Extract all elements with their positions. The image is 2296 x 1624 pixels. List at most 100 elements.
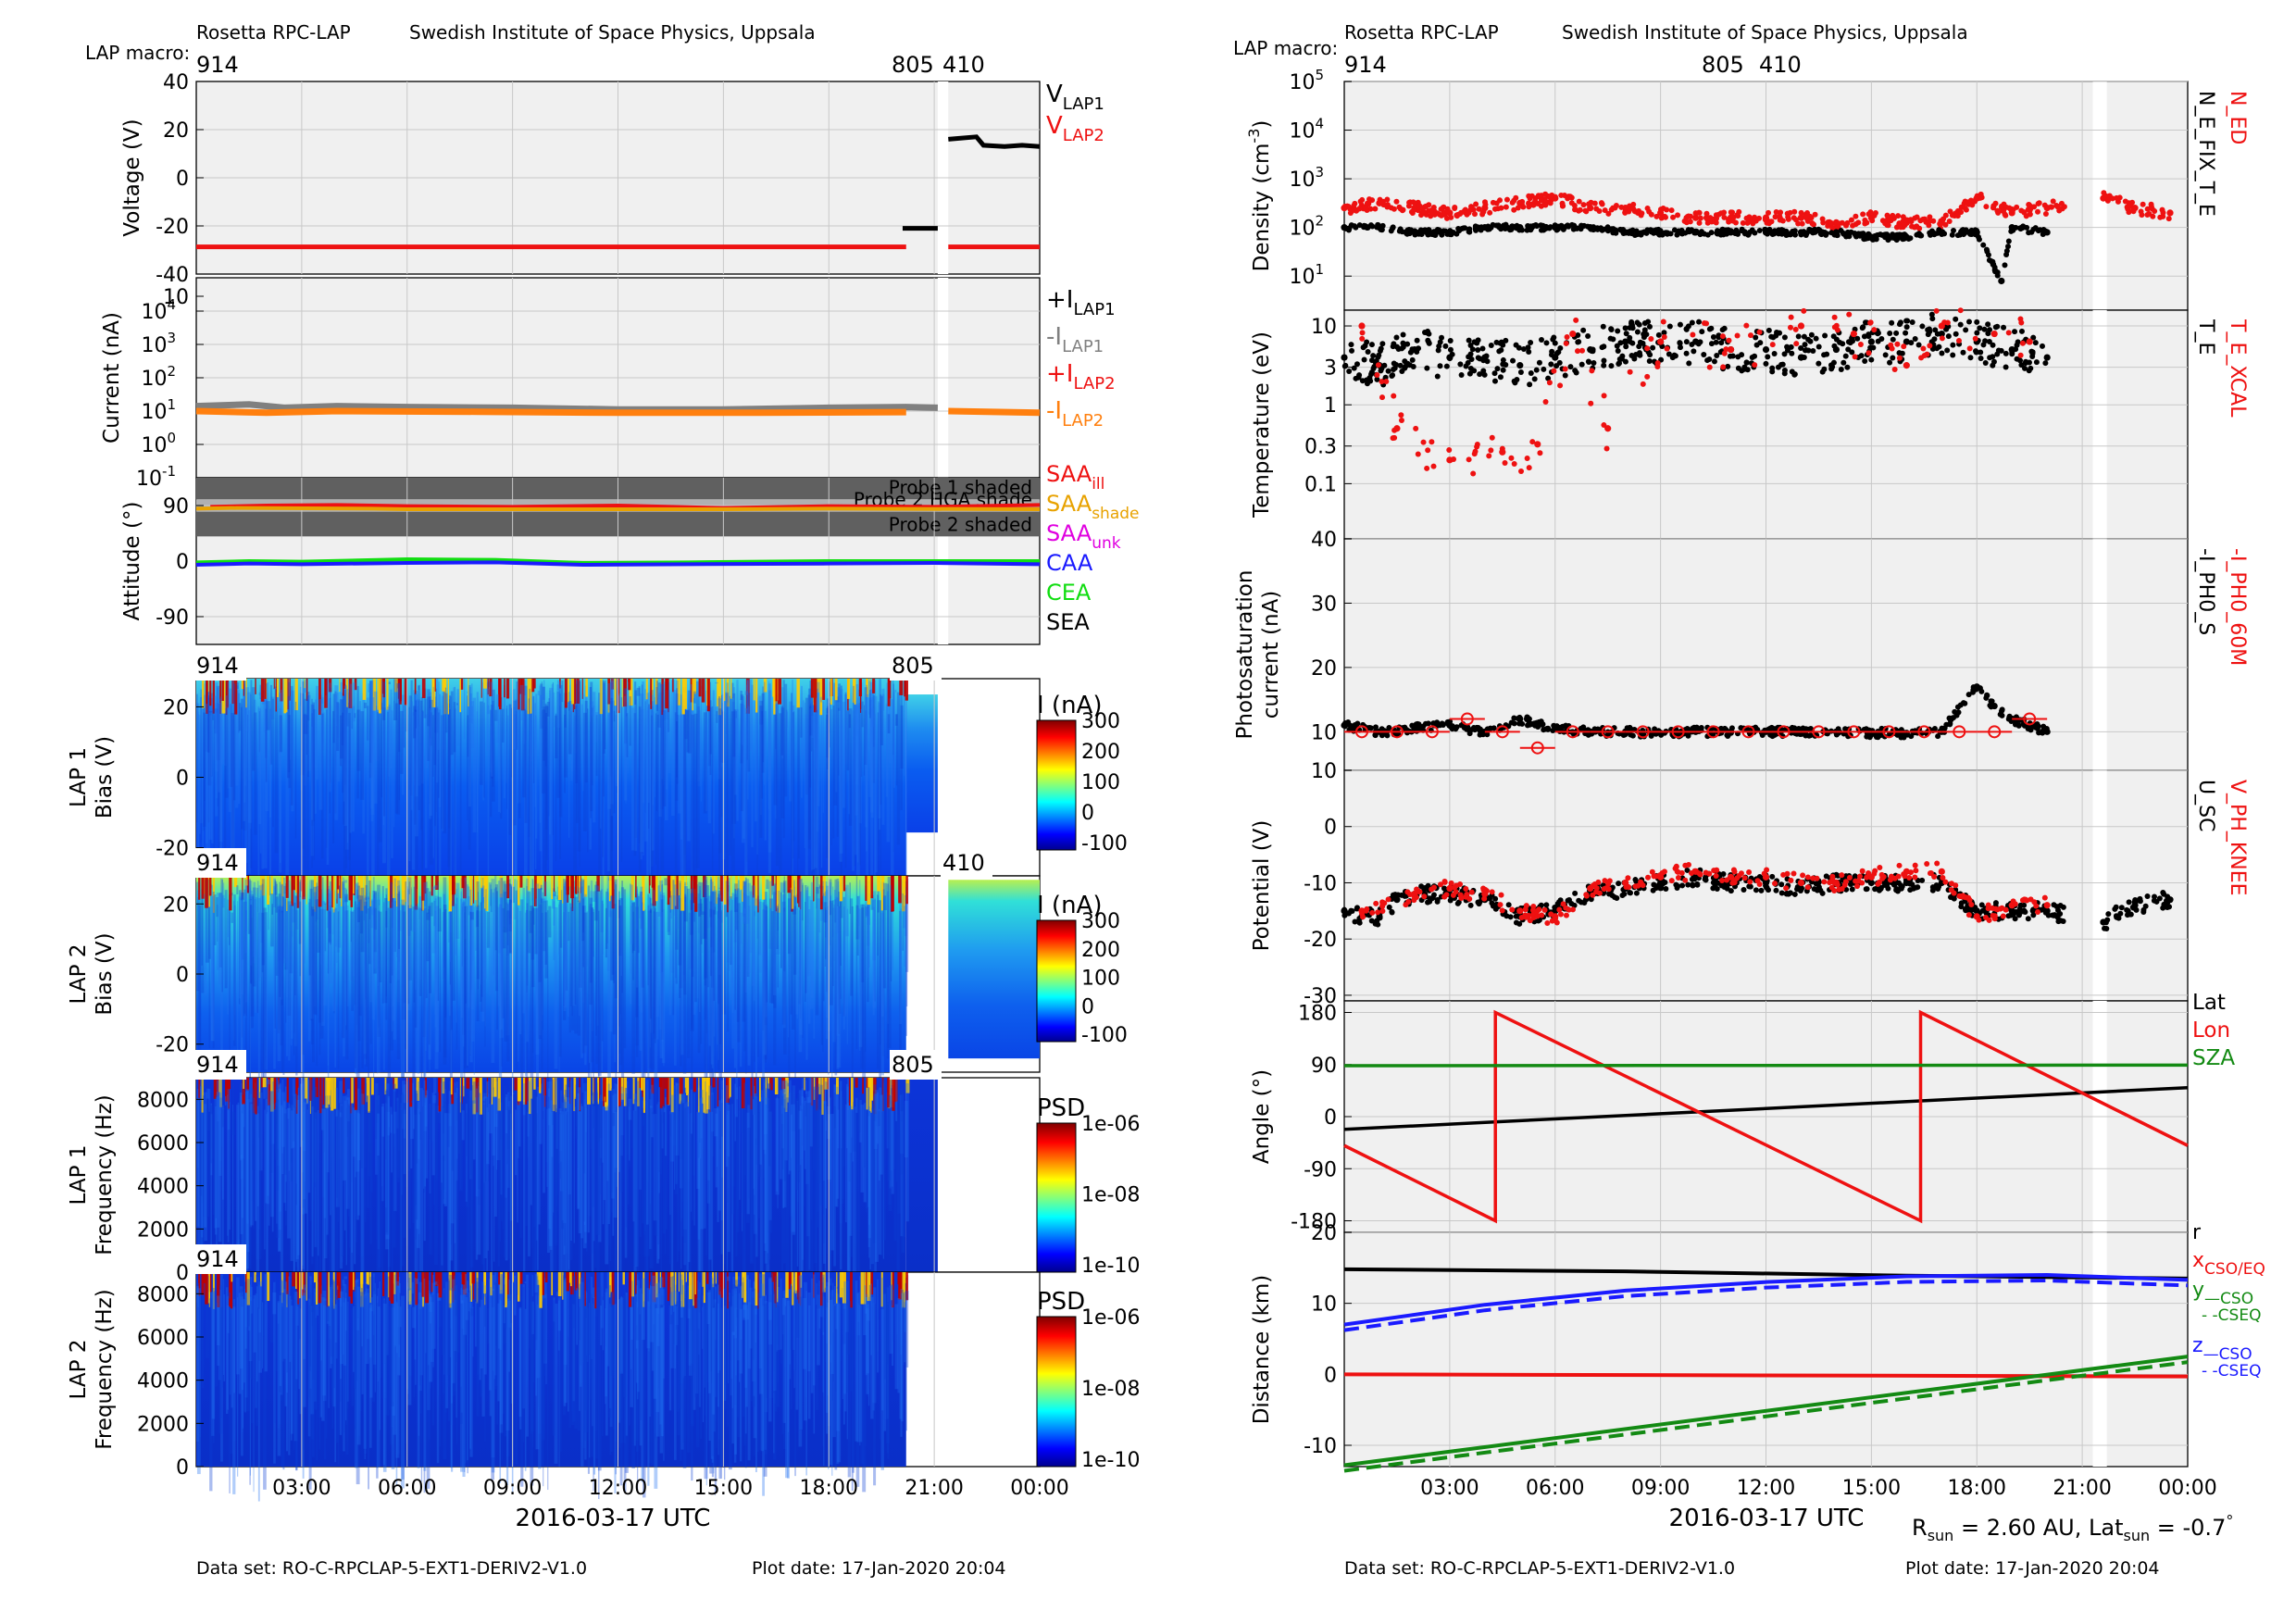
heatmap-stripe	[746, 680, 749, 739]
heatmap-stripe	[512, 706, 516, 820]
heatmap-stripe	[543, 1078, 546, 1096]
heatmap-stripe	[553, 901, 555, 926]
heatmap-stripe	[595, 712, 599, 743]
heatmap-stripe	[893, 690, 897, 693]
heatmap-stripe	[704, 884, 706, 1020]
heatmap-stripe	[642, 909, 646, 1104]
heatmap-stripe	[631, 903, 634, 954]
heatmap-stripe	[763, 1079, 767, 1150]
data-point	[1568, 200, 1575, 206]
heatmap-stripe	[664, 1103, 666, 1255]
heatmap-stripe	[260, 876, 262, 891]
heatmap-stripe	[592, 1304, 594, 1427]
heatmap-stripe	[372, 890, 376, 1020]
heatmap-stripe	[744, 691, 748, 695]
heatmap-stripe	[582, 906, 584, 933]
heatmap-stripe	[481, 885, 485, 1022]
heatmap-stripe	[281, 1280, 283, 1468]
heatmap-stripe	[480, 1299, 483, 1368]
heatmap-stripe	[241, 1113, 243, 1218]
y-tick-label: 10-1	[136, 463, 176, 491]
heatmap-stripe	[277, 1102, 281, 1167]
heatmap-stripe	[543, 1297, 546, 1377]
heatmap-stripe	[767, 1302, 772, 1320]
heatmap-stripe	[866, 1304, 869, 1374]
heatmap-stripe	[603, 1084, 606, 1201]
heatmap-stripe	[493, 1087, 494, 1167]
heatmap-stripe	[587, 708, 589, 853]
heatmap-stripe	[417, 699, 421, 786]
heatmap-stripe	[203, 1113, 206, 1287]
heatmap-stripe	[811, 693, 813, 752]
heatmap-stripe	[708, 1290, 711, 1393]
heatmap-stripe	[604, 680, 606, 750]
heatmap-stripe	[647, 893, 650, 986]
heatmap-stripe	[429, 1083, 432, 1255]
heatmap-stripe	[837, 1304, 842, 1463]
heatmap-stripe	[860, 1272, 865, 1305]
heatmap-stripe	[223, 882, 225, 980]
heatmap-stripe	[837, 881, 840, 1015]
heatmap-stripe	[220, 878, 223, 1068]
heatmap-stripe	[295, 1306, 299, 1326]
heatmap-stripe	[289, 1079, 293, 1181]
heatmap-stripe	[210, 895, 215, 1042]
heatmap-stripe	[726, 881, 730, 963]
heatmap-stripe	[261, 883, 264, 973]
y-tick-exponent: -1	[162, 463, 176, 480]
heatmap-stripe	[799, 878, 803, 1035]
heatmap-stripe	[246, 1279, 250, 1412]
heatmap-stripe	[524, 685, 528, 823]
heatmap-stripe	[369, 906, 372, 1044]
heatmap-stripe	[453, 1275, 456, 1392]
heatmap-stripe	[841, 890, 843, 918]
heatmap-stripe	[408, 695, 412, 880]
heatmap-stripe	[872, 891, 877, 1008]
heatmap-stripe	[557, 876, 562, 900]
heatmap-stripe	[767, 683, 771, 874]
heatmap-stripe	[214, 695, 217, 762]
heatmap-stripe	[468, 895, 470, 916]
heatmap-stripe	[848, 1089, 853, 1257]
heatmap-stripe	[707, 885, 710, 988]
heatmap-stripe	[739, 912, 743, 979]
heatmap-stripe	[856, 895, 859, 956]
heatmap-stripe	[201, 1272, 205, 1389]
heatmap-stripe	[328, 911, 331, 943]
heatmap-stripe	[855, 1292, 860, 1487]
heatmap-stripe	[517, 709, 521, 804]
heatmap-stripe	[483, 1285, 487, 1375]
heatmap-stripe	[272, 1292, 277, 1315]
heatmap-stripe	[706, 679, 710, 712]
heatmap-stripe	[488, 1279, 493, 1391]
heatmap-stripe	[530, 906, 534, 1092]
heatmap-stripe	[237, 1097, 241, 1155]
heatmap-stripe	[393, 1111, 397, 1211]
heatmap-stripe	[541, 898, 543, 1070]
heatmap-stripe	[845, 1082, 849, 1104]
heatmap-stripe	[708, 1095, 711, 1289]
heatmap-stripe	[232, 1306, 236, 1494]
heatmap-stripe	[838, 707, 840, 776]
heatmap-stripe	[834, 679, 838, 701]
heatmap-stripe	[518, 1306, 522, 1430]
heatmap-stripe	[603, 681, 605, 797]
heatmap-stripe	[696, 706, 701, 782]
heatmap-stripe	[876, 1111, 880, 1127]
heatmap-stripe	[277, 1303, 280, 1324]
data-point	[1487, 209, 1493, 216]
heatmap-stripe	[785, 1097, 790, 1289]
heatmap-stripe	[859, 1276, 861, 1446]
heatmap-stripe	[826, 698, 830, 714]
heatmap-stripe	[833, 890, 837, 910]
heatmap-stripe	[769, 876, 772, 908]
heatmap-stripe	[883, 882, 887, 910]
heatmap-stripe	[601, 900, 604, 1042]
heatmap-stripe	[768, 881, 773, 949]
heatmap-stripe	[829, 695, 830, 874]
heatmap-stripe	[498, 1272, 501, 1285]
heatmap-stripe	[530, 688, 533, 762]
heatmap-stripe	[529, 689, 532, 884]
heatmap-stripe	[227, 1078, 231, 1090]
